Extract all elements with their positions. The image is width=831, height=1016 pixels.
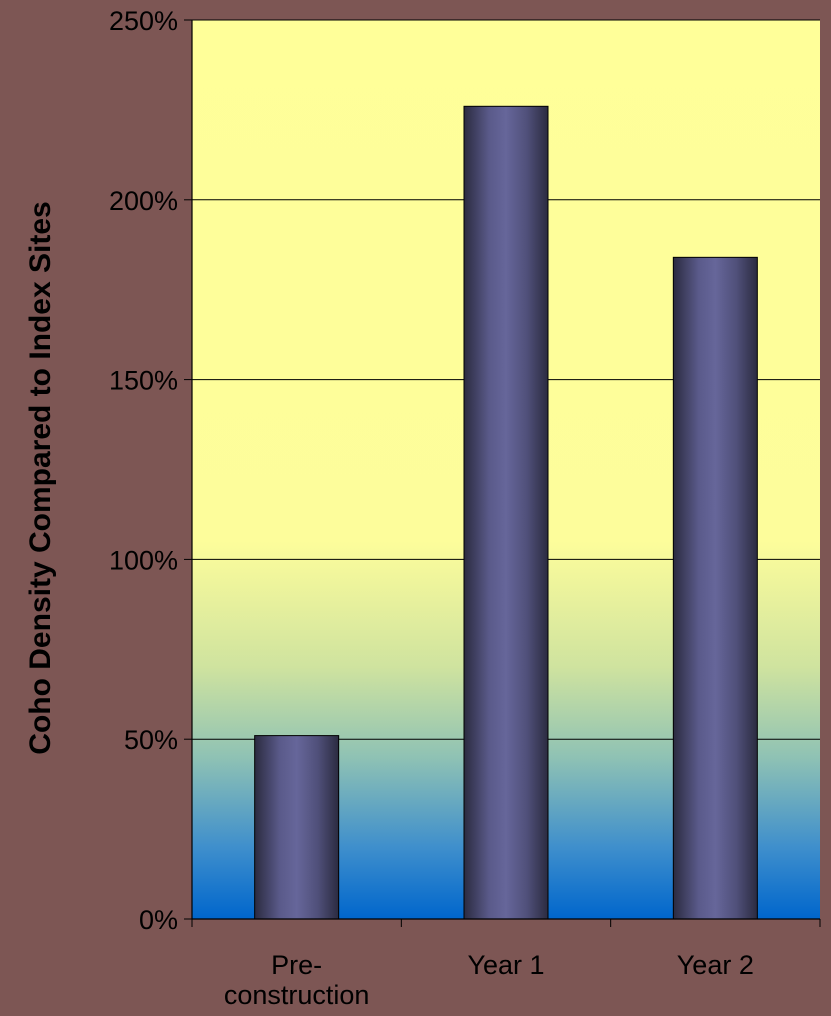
bar xyxy=(463,105,549,920)
y-tick-label: 200% xyxy=(109,186,178,216)
y-tick-label: 50% xyxy=(124,725,178,755)
x-tick-label: Year 2 xyxy=(677,950,754,980)
y-tick-label: 100% xyxy=(109,545,178,575)
y-tick-label: 0% xyxy=(139,905,178,935)
y-tick-label: 250% xyxy=(109,6,178,36)
bar xyxy=(672,256,758,920)
bar xyxy=(254,735,340,920)
x-tick-label: Pre-construction xyxy=(224,950,370,1010)
y-axis-title: Coho Density Compared to Index Sites xyxy=(24,201,57,754)
y-tick-label: 150% xyxy=(109,366,178,396)
x-tick-label: Year 1 xyxy=(467,950,544,980)
